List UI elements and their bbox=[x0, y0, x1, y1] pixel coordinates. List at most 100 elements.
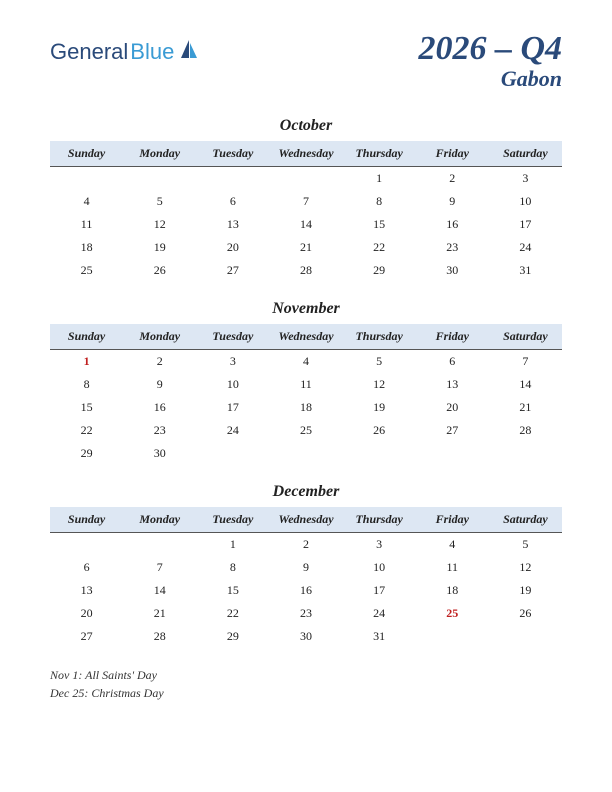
table-row: 45678910 bbox=[50, 190, 562, 213]
day-cell: 14 bbox=[269, 213, 342, 236]
day-cell: 8 bbox=[196, 556, 269, 579]
title-block: 2026 – Q4 Gabon bbox=[418, 30, 562, 92]
day-cell bbox=[123, 533, 196, 557]
day-cell: 13 bbox=[416, 373, 489, 396]
table-row: 25262728293031 bbox=[50, 259, 562, 282]
day-cell: 25 bbox=[416, 602, 489, 625]
day-cell: 20 bbox=[416, 396, 489, 419]
day-cell: 4 bbox=[416, 533, 489, 557]
note-line: Nov 1: All Saints' Day bbox=[50, 666, 562, 684]
day-cell: 14 bbox=[123, 579, 196, 602]
day-cell: 1 bbox=[196, 533, 269, 557]
day-cell: 17 bbox=[196, 396, 269, 419]
day-header: Friday bbox=[416, 507, 489, 533]
day-cell: 31 bbox=[343, 625, 416, 648]
day-cell: 27 bbox=[196, 259, 269, 282]
day-cell: 21 bbox=[489, 396, 562, 419]
day-header: Saturday bbox=[489, 141, 562, 167]
month-block: November SundayMondayTuesdayWednesdayThur… bbox=[50, 300, 562, 465]
day-cell: 10 bbox=[196, 373, 269, 396]
day-cell: 23 bbox=[123, 419, 196, 442]
day-cell bbox=[50, 533, 123, 557]
note-line: Dec 25: Christmas Day bbox=[50, 684, 562, 702]
day-header: Monday bbox=[123, 507, 196, 533]
day-cell: 29 bbox=[50, 442, 123, 465]
day-header: Wednesday bbox=[269, 324, 342, 350]
day-cell: 22 bbox=[343, 236, 416, 259]
day-cell: 16 bbox=[416, 213, 489, 236]
day-header: Friday bbox=[416, 141, 489, 167]
day-cell: 5 bbox=[123, 190, 196, 213]
holiday-notes: Nov 1: All Saints' DayDec 25: Christmas … bbox=[50, 666, 562, 702]
day-cell: 2 bbox=[416, 167, 489, 191]
table-row: 12345 bbox=[50, 533, 562, 557]
day-header: Tuesday bbox=[196, 324, 269, 350]
day-cell: 30 bbox=[123, 442, 196, 465]
table-row: 1234567 bbox=[50, 350, 562, 374]
day-header: Tuesday bbox=[196, 507, 269, 533]
day-cell bbox=[50, 167, 123, 191]
day-cell: 13 bbox=[196, 213, 269, 236]
day-cell: 7 bbox=[489, 350, 562, 374]
day-cell: 21 bbox=[269, 236, 342, 259]
calendar-table: SundayMondayTuesdayWednesdayThursdayFrid… bbox=[50, 507, 562, 648]
month-block: OctoberSundayMondayTuesdayWednesdayThurs… bbox=[50, 117, 562, 282]
month-name: November bbox=[50, 300, 562, 318]
country-name: Gabon bbox=[418, 66, 562, 92]
day-cell: 4 bbox=[269, 350, 342, 374]
day-cell: 27 bbox=[50, 625, 123, 648]
logo-text-general: General bbox=[50, 39, 128, 65]
day-cell: 3 bbox=[489, 167, 562, 191]
day-cell: 8 bbox=[343, 190, 416, 213]
day-cell: 28 bbox=[123, 625, 196, 648]
table-row: 22232425262728 bbox=[50, 419, 562, 442]
day-header: Friday bbox=[416, 324, 489, 350]
day-cell: 9 bbox=[269, 556, 342, 579]
day-cell: 19 bbox=[343, 396, 416, 419]
day-header: Saturday bbox=[489, 324, 562, 350]
day-cell: 18 bbox=[269, 396, 342, 419]
day-cell: 28 bbox=[269, 259, 342, 282]
table-row: 891011121314 bbox=[50, 373, 562, 396]
table-row: 2930 bbox=[50, 442, 562, 465]
day-cell: 17 bbox=[343, 579, 416, 602]
table-row: 15161718192021 bbox=[50, 396, 562, 419]
day-cell bbox=[416, 625, 489, 648]
day-cell: 16 bbox=[123, 396, 196, 419]
day-cell bbox=[416, 442, 489, 465]
day-cell: 6 bbox=[50, 556, 123, 579]
day-cell: 10 bbox=[343, 556, 416, 579]
day-header: Wednesday bbox=[269, 507, 342, 533]
day-cell: 28 bbox=[489, 419, 562, 442]
day-cell: 7 bbox=[269, 190, 342, 213]
day-cell: 20 bbox=[50, 602, 123, 625]
day-cell: 26 bbox=[123, 259, 196, 282]
day-header: Tuesday bbox=[196, 141, 269, 167]
day-header: Thursday bbox=[343, 507, 416, 533]
day-cell: 6 bbox=[416, 350, 489, 374]
day-cell: 12 bbox=[489, 556, 562, 579]
day-cell: 27 bbox=[416, 419, 489, 442]
day-cell: 5 bbox=[343, 350, 416, 374]
day-cell: 24 bbox=[489, 236, 562, 259]
day-cell: 12 bbox=[123, 213, 196, 236]
day-cell bbox=[343, 442, 416, 465]
day-cell: 9 bbox=[123, 373, 196, 396]
calendar-table: SundayMondayTuesdayWednesdayThursdayFrid… bbox=[50, 324, 562, 465]
day-cell: 15 bbox=[50, 396, 123, 419]
day-header: Thursday bbox=[343, 141, 416, 167]
logo: General Blue bbox=[50, 38, 199, 65]
day-cell: 6 bbox=[196, 190, 269, 213]
day-cell bbox=[196, 167, 269, 191]
day-header: Monday bbox=[123, 141, 196, 167]
day-cell: 15 bbox=[343, 213, 416, 236]
day-header: Sunday bbox=[50, 324, 123, 350]
day-header: Sunday bbox=[50, 141, 123, 167]
day-cell bbox=[489, 625, 562, 648]
table-row: 11121314151617 bbox=[50, 213, 562, 236]
months-container: OctoberSundayMondayTuesdayWednesdayThurs… bbox=[50, 117, 562, 648]
day-cell: 25 bbox=[50, 259, 123, 282]
day-header: Wednesday bbox=[269, 141, 342, 167]
day-cell: 14 bbox=[489, 373, 562, 396]
day-cell: 18 bbox=[50, 236, 123, 259]
